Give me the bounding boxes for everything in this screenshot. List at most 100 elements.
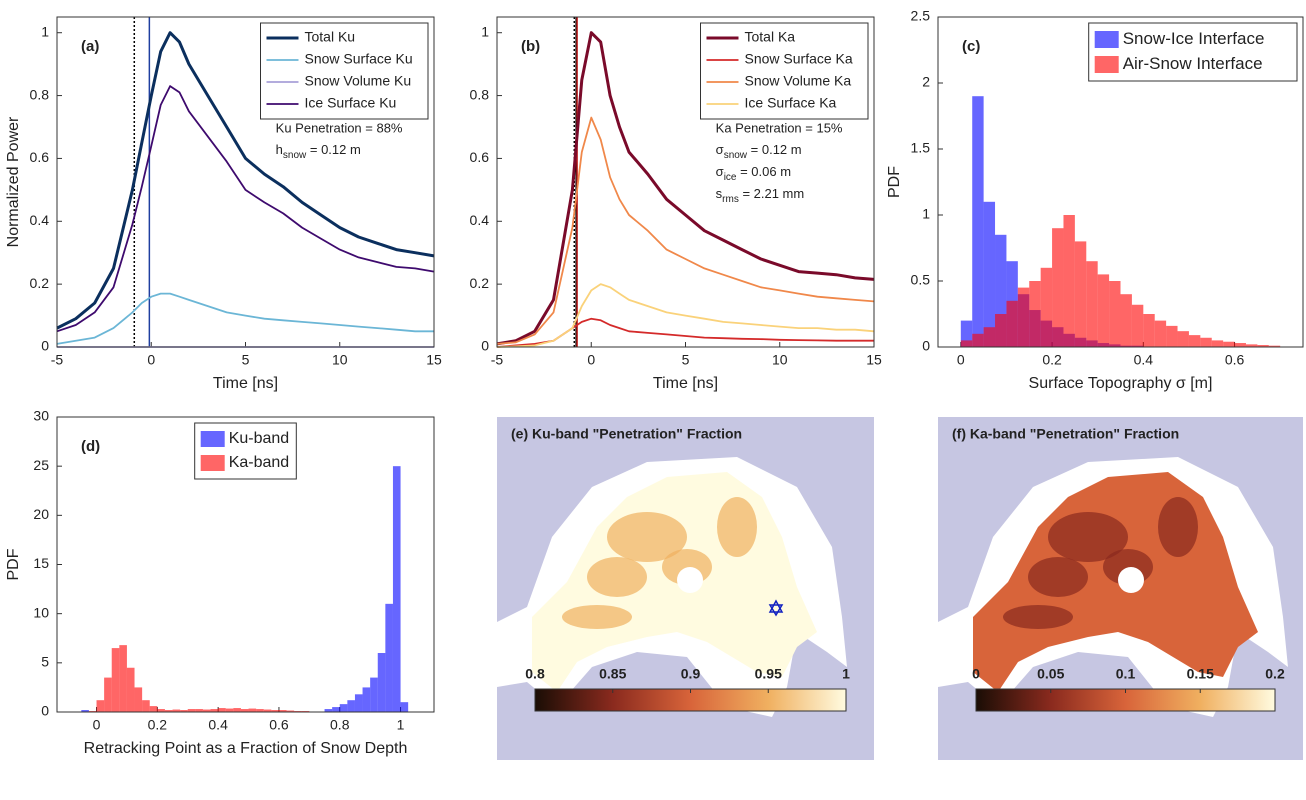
colorbar-tick-label: 0.85 [599,666,626,682]
y-axis-label: PDF [886,166,903,198]
legend-label: Snow Volume Ku [305,73,412,89]
histogram-bar [1131,304,1144,347]
y-tick-label: 0.5 [911,272,931,288]
histogram-bar [172,709,181,712]
histogram-bar [126,667,135,712]
pole-hole [1118,567,1144,593]
histogram-bar [1074,241,1087,347]
histogram-bar [960,340,973,347]
colorbar-tick-label: 0.9 [681,666,701,682]
histogram-bar [972,333,984,347]
annotation-symbol: h [276,142,283,157]
y-tick-label: 0.8 [30,86,50,102]
histogram-bar [240,709,249,712]
histogram-bar [1223,341,1235,347]
y-tick-label: 0.2 [470,275,490,291]
histogram-bar [157,709,165,712]
x-tick-label: 0 [93,717,101,733]
y-tick-label: 1 [41,23,49,39]
histogram-bar [195,709,203,712]
histogram-bar [370,677,378,712]
histogram-bar [1109,281,1121,347]
histogram-bar [324,709,333,712]
histogram-bar [202,709,211,712]
x-tick-label: 0.4 [208,717,228,733]
annotation-subscript: snow [724,150,748,161]
map-title: (e) Ku-band "Penetration" Fraction [511,426,742,442]
legend-swatch [200,455,225,471]
annotation-subscript: rms [722,194,739,205]
histogram-bar [392,466,401,712]
histogram-bar [972,96,984,347]
x-tick-label: 0.2 [1042,352,1062,368]
map: (e) Ku-band "Penetration" Fraction 0.8 0.8… [497,417,874,760]
series-line [56,85,435,333]
histogram-bar [1188,335,1201,347]
x-axis-label: Time [ns] [653,375,718,392]
histogram-bar [362,687,371,712]
series-line [496,116,875,345]
annotation-text: = 2.21 mm [739,186,804,201]
histogram-bar [1234,343,1246,347]
x-tick-label: 0.6 [269,717,289,733]
x-tick-label: 15 [426,352,442,368]
y-tick-label: 2 [922,74,930,90]
x-axis-label: Retracking Point as a Fraction of Snow D… [84,740,408,757]
y-tick-label: 15 [33,555,49,571]
histogram-bar [983,201,996,347]
histogram-bar [149,706,158,712]
colorbar-tick-label: 0.8 [525,666,545,682]
legend-label: Snow Surface Ka [745,51,853,67]
annotation-symbol: σ [716,142,724,157]
histogram-bar [256,709,264,712]
annotation: Ka Penetration = 15% [716,120,843,135]
colorbar-tick-label: 0.05 [1037,666,1064,682]
y-tick-label: 1.5 [911,140,931,156]
y-axis-label: PDF [5,548,22,580]
series-line [56,31,435,330]
histogram-bar [1086,261,1098,347]
y-tick-label: 0 [481,338,489,354]
map: (f) Ka-band "Penetration" Fraction 0 0.05 0… [938,417,1303,760]
colorbar-tick-label: 0.15 [1187,666,1214,682]
y-tick-label: 30 [33,408,49,424]
x-tick-label: 0.4 [1134,352,1154,368]
histogram-bar [983,327,996,347]
histogram-bar [354,694,363,712]
x-tick-label: 0.6 [1225,352,1245,368]
histogram-bar [278,710,287,712]
legend-label: Air-Snow Interface [1123,54,1263,73]
histogram-bar [347,700,355,712]
axes-box [937,16,1304,348]
x-tick-label: 0.2 [148,717,168,733]
legend-label: Ice Surface Ka [745,95,837,111]
ice-patch [1158,497,1198,557]
colorbar-tick-label: 0.95 [755,666,782,682]
legend-label: Snow Volume Ka [745,73,852,89]
legend-swatch [200,431,225,447]
histogram-bar [1245,344,1258,347]
ice-patch [562,605,632,629]
y-tick-label: 20 [33,506,49,522]
map-title: (f) Ka-band "Penetration" Fraction [952,426,1179,442]
legend-label: Ku-band [229,430,290,447]
histogram-bar [96,700,105,712]
y-tick-label: 10 [33,604,49,620]
panel-label: (a) [81,38,99,55]
histogram-bar [385,603,393,712]
panel-label: (d) [81,438,100,455]
annotation: hsnow = 0.12 m [276,142,361,160]
annotation: σice = 0.06 m [716,164,791,182]
x-axis-label: Surface Topography σ [m] [1029,375,1213,392]
histogram-bar [1177,331,1189,347]
colorbar-tick-label: 0.1 [1116,666,1136,682]
histogram-bar [286,710,295,712]
ice-patch [717,497,757,557]
x-tick-label: 10 [332,352,348,368]
histogram-bar [233,708,241,712]
histogram-bar [995,234,1007,347]
y-tick-label: 0.2 [30,275,50,291]
ice-patch [1028,557,1088,597]
histogram-bar [1006,300,1018,347]
y-tick-label: 25 [33,457,49,473]
